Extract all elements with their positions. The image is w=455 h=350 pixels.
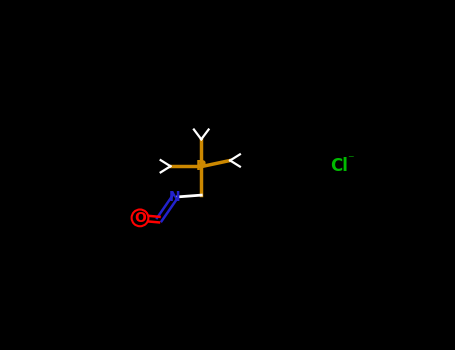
- Text: Cl: Cl: [331, 157, 349, 175]
- Text: O: O: [134, 211, 146, 225]
- Text: N: N: [169, 190, 181, 204]
- Text: P: P: [196, 159, 207, 173]
- Text: ⁻: ⁻: [347, 153, 354, 166]
